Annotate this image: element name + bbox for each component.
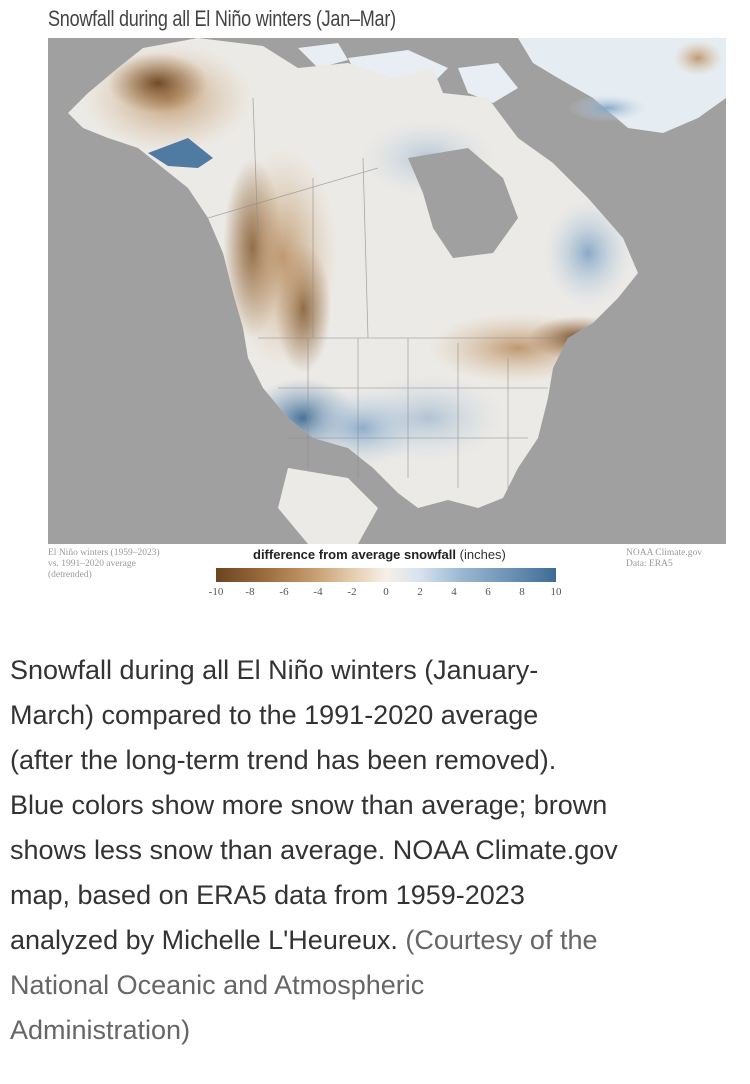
caption-line: Snowfall during all El Niño winters (Jan… — [10, 655, 539, 685]
legend-tick-label: 6 — [485, 586, 491, 598]
legend-tick-label: 4 — [451, 586, 457, 598]
snowfall-figure: Snowfall during all El Niño winters (Jan… — [48, 6, 726, 600]
map-source-note: NOAA Climate.gov Data: ERA5 — [626, 548, 702, 569]
legend-tick-label: -8 — [245, 586, 255, 598]
legend-tick-label: -10 — [208, 586, 224, 598]
figure-title: Snowfall during all El Niño winters (Jan… — [48, 6, 396, 31]
legend-title: difference from average snowfall (inches… — [253, 547, 506, 562]
caption-line: (after the long-term trend has been remo… — [10, 745, 557, 775]
figure-caption: Snowfall during all El Niño winters (Jan… — [10, 648, 750, 1053]
mexico-landmass — [278, 468, 378, 544]
caption-line: shows less snow than average. NOAA Clima… — [10, 835, 618, 865]
caption-credit: (Courtesy of the — [405, 925, 598, 955]
legend-tick-label: 0 — [383, 586, 389, 598]
caption-line: analyzed by Michelle L'Heureux. (Courtes… — [10, 918, 750, 963]
legend-tick-label: 10 — [550, 586, 562, 598]
caption-line: Blue colors show more snow than average;… — [10, 790, 608, 820]
legend-tick-label: -4 — [313, 586, 323, 598]
gulf-of-mexico — [378, 508, 568, 544]
legend-colorbar — [216, 568, 556, 582]
legend-tick-label: -2 — [347, 586, 357, 598]
arctic-islands — [298, 43, 518, 103]
caption-line: March) compared to the 1991-2020 average — [10, 700, 539, 730]
legend-ticks: -10 -8 -6 -4 -2 0 2 4 6 8 10 — [206, 586, 566, 600]
legend-tick-label: 8 — [519, 586, 525, 598]
alaska-coast-band — [148, 138, 213, 168]
caption-author: analyzed by Michelle L'Heureux. — [10, 925, 398, 955]
map-period-note: El Niño winters (1959–2023) vs. 1991–202… — [48, 548, 160, 580]
snowfall-anomaly-map — [48, 38, 726, 544]
caption-credit-line: Administration) — [10, 1015, 191, 1045]
hudson-bay — [408, 148, 518, 258]
legend-tick-label: -6 — [279, 586, 289, 598]
legend-tick-label: 2 — [417, 586, 423, 598]
caption-credit-line: National Oceanic and Atmospheric — [10, 970, 425, 1000]
caption-line: map, based on ERA5 data from 1959-2023 — [10, 880, 525, 910]
state-province-borders — [207, 97, 568, 488]
